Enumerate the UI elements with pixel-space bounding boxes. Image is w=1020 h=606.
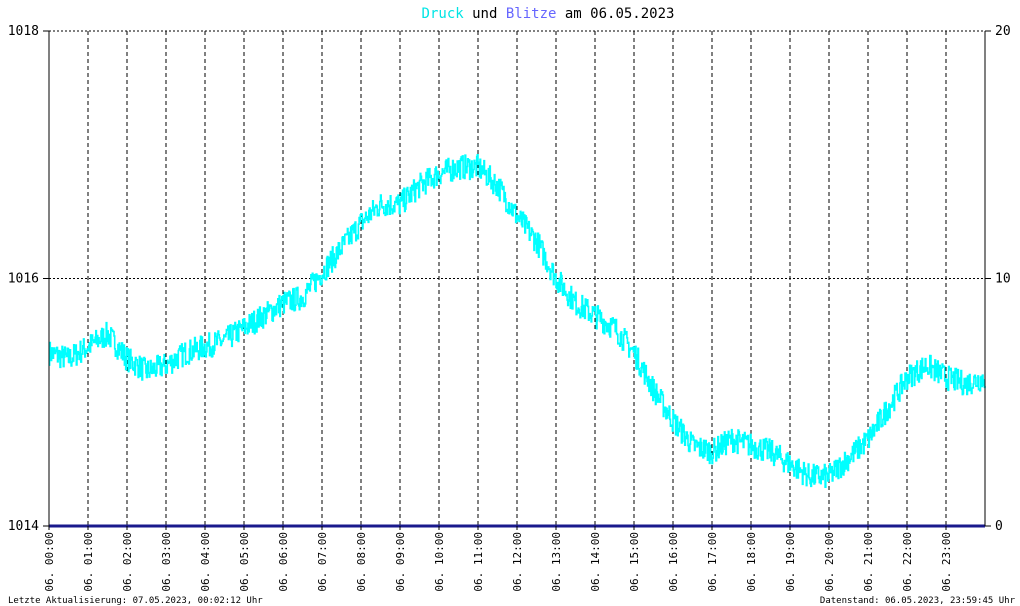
x-tick-label-16: 06. 16:00 [667, 532, 680, 592]
y-right-tick-label-1: 10 [995, 272, 1011, 287]
x-tick-label-5: 06. 05:00 [238, 532, 251, 592]
x-tick-label-2: 06. 02:00 [121, 532, 134, 592]
x-tick-label-22: 06. 22:00 [901, 532, 914, 592]
title-part-2: Blitze [506, 6, 557, 22]
x-tick-label-13: 06. 13:00 [550, 532, 563, 592]
y-left-tick-label-1: 1016 [8, 272, 39, 287]
x-tick-label-23: 06. 23:00 [940, 532, 953, 592]
x-tick-label-14: 06. 14:00 [589, 532, 602, 592]
x-tick-label-1: 06. 01:00 [82, 532, 95, 592]
axes-layer: 1014 1016 1018 0 10 20 06. 00:00 06. 01:00 06. 0… [8, 24, 1011, 592]
x-tick-label-3: 06. 03:00 [160, 532, 173, 592]
chart-title: Druck und Blitze am 06.05.2023 [422, 6, 675, 22]
footer-last-update: Letzte Aktualisierung: 07.05.2023, 00:02… [8, 596, 263, 606]
title-part-3: am 06.05.2023 [556, 6, 674, 22]
x-tick-label-17: 06. 17:00 [706, 532, 719, 592]
y-right-tick-label-2: 20 [995, 24, 1011, 39]
x-tick-label-11: 06. 11:00 [472, 532, 485, 592]
x-tick-label-18: 06. 18:00 [745, 532, 758, 592]
footer-data-status: Datenstand: 06.05.2023, 23:59:45 Uhr [820, 596, 1016, 606]
title-part-0: Druck [422, 6, 465, 22]
x-tick-label-20: 06. 20:00 [823, 532, 836, 592]
y-left-tick-label-2: 1018 [8, 24, 39, 39]
x-tick-label-12: 06. 12:00 [511, 532, 524, 592]
series-druck-line [48, 154, 986, 488]
x-tick-label-19: 06. 19:00 [784, 532, 797, 592]
x-tick-label-6: 06. 06:00 [277, 532, 290, 592]
y-right-tick-label-0: 0 [995, 519, 1003, 534]
x-tick-label-0: 06. 00:00 [43, 532, 56, 592]
x-tick-label-15: 06. 15:00 [628, 532, 641, 592]
x-tick-label-10: 06. 10:00 [433, 532, 446, 592]
x-tick-label-8: 06. 08:00 [355, 532, 368, 592]
x-tick-label-9: 06. 09:00 [394, 532, 407, 592]
title-part-1: und [464, 6, 506, 22]
x-tick-label-21: 06. 21:00 [862, 532, 875, 592]
x-tick-label-7: 06. 07:00 [316, 532, 329, 592]
x-tick-label-4: 06. 04:00 [199, 532, 212, 592]
y-left-tick-label-0: 1014 [8, 519, 39, 534]
